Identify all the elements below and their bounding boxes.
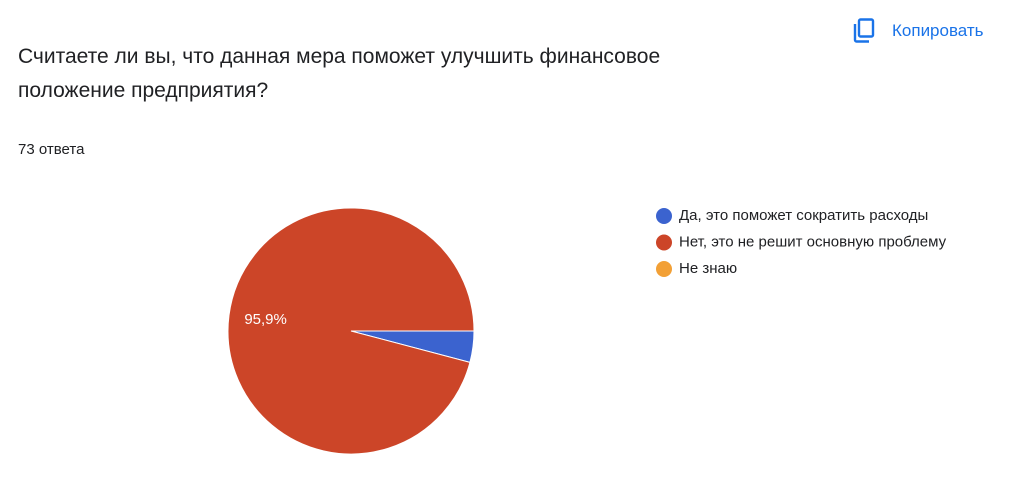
response-count: 73 ответа <box>18 141 85 158</box>
legend-swatch <box>656 261 672 277</box>
chart-title: Считаете ли вы, что данная мера поможет … <box>18 45 661 102</box>
legend-label: Не знаю <box>679 260 737 277</box>
legend-swatch <box>656 234 672 251</box>
copy-button[interactable]: Копировать <box>852 18 984 44</box>
legend-swatch <box>656 208 672 224</box>
copy-icon <box>853 18 875 43</box>
legend-label: Нет, это не решит основную проблему <box>679 233 947 250</box>
copy-label[interactable]: Копировать <box>892 21 984 40</box>
slice-label: 95,9% <box>244 311 287 328</box>
legend-label: Да, это поможет сократить расходы <box>679 207 928 224</box>
